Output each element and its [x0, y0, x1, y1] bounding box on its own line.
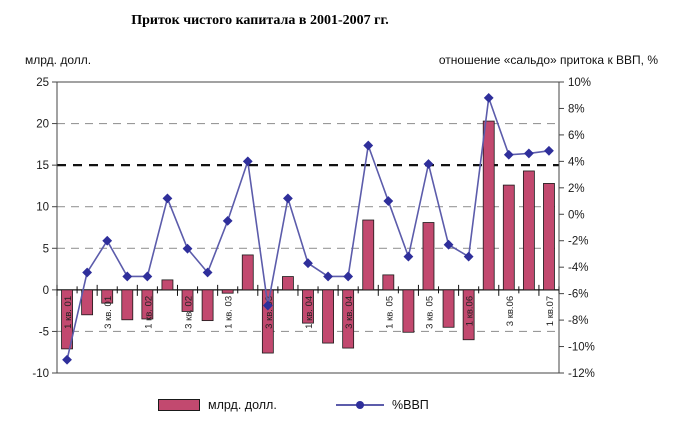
- bar: [362, 219, 375, 291]
- chart-title: Приток чистого капитала в 2001-2007 гг.: [131, 13, 389, 28]
- bar: [422, 222, 435, 291]
- bar: [121, 289, 134, 321]
- right-axis-tick-label: 4%: [568, 156, 585, 168]
- right-axis-tick-label: -6%: [568, 289, 588, 301]
- x-axis-label: 3 кв. 04: [344, 296, 355, 329]
- gdp-line-marker: [222, 215, 233, 226]
- gdp-line-marker: [202, 267, 213, 278]
- bar: [543, 183, 555, 291]
- gdp-line-marker: [343, 271, 354, 282]
- gdp-line-marker: [544, 145, 554, 156]
- right-axis-tick-label: -10%: [568, 342, 595, 354]
- gdp-line-marker: [162, 193, 173, 204]
- bar: [402, 289, 415, 333]
- x-axis-label: 3 кв. 01: [103, 296, 114, 329]
- bar-series-swatch: [158, 399, 200, 411]
- bar: [181, 289, 194, 312]
- bar: [502, 184, 515, 291]
- left-axis-tick-label: 20: [36, 119, 49, 131]
- left-axis-caption: млрд. долл.: [25, 53, 92, 67]
- left-axis-tick-label: 0: [43, 285, 49, 297]
- gdp-line-marker: [142, 271, 153, 282]
- bar: [462, 289, 475, 341]
- left-axis-tick-label: 5: [43, 243, 49, 255]
- gdp-line-marker: [242, 156, 253, 167]
- x-axis-label: 3 кв. 03: [264, 296, 275, 329]
- gdp-line-marker: [463, 251, 474, 262]
- x-axis-label: 1 кв. 04: [304, 296, 315, 329]
- bar: [382, 274, 395, 291]
- x-axis-label: 1 кв. 03: [224, 296, 235, 329]
- x-axis-label: 3 кв. 05: [424, 296, 435, 329]
- legend-item-bars: млрд. долл.: [158, 394, 277, 416]
- right-axis-tick-label: 6%: [568, 130, 585, 142]
- right-axis-tick-label: 0%: [568, 209, 585, 221]
- bar: [442, 289, 455, 328]
- gdp-line-marker: [483, 92, 494, 103]
- line-series-marker-icon: [336, 399, 384, 411]
- plot-border: [56, 81, 560, 374]
- right-axis-tick-label: 10%: [568, 77, 591, 89]
- gdp-line-marker: [303, 258, 313, 269]
- bar: [342, 289, 355, 349]
- bar: [522, 170, 535, 291]
- gdp-line-marker: [82, 267, 93, 278]
- x-axis-label: 1 кв.06: [465, 296, 476, 326]
- left-axis-tick-label: 10: [36, 202, 49, 214]
- gdp-line-marker: [363, 140, 374, 151]
- gdp-line-marker: [423, 159, 434, 169]
- gdp-line-marker: [503, 149, 514, 160]
- right-axis-tick-label: -2%: [568, 236, 588, 248]
- bar: [101, 289, 114, 304]
- x-axis-label: 3 кв.06: [505, 296, 516, 326]
- x-axis-label: 3 кв. 02: [184, 296, 195, 329]
- gdp-line-marker: [523, 148, 534, 159]
- right-axis-tick-label: -8%: [568, 315, 588, 327]
- x-axis-label: 1 кв. 05: [384, 296, 395, 329]
- gdp-line-marker: [443, 239, 454, 250]
- x-axis-label: 1 кв. 01: [63, 296, 74, 329]
- gdp-line-marker: [122, 271, 133, 282]
- x-axis-label: 1 кв. 02: [143, 296, 154, 329]
- gdp-line-marker: [283, 193, 293, 204]
- bar: [241, 254, 254, 291]
- bar: [482, 120, 495, 291]
- gdp-line-marker: [182, 243, 193, 254]
- gdp-line-marker: [383, 196, 394, 206]
- right-axis-caption: отношение «сальдо» притока к ВВП, %: [438, 53, 658, 67]
- chart-legend: млрд. долл. %ВВП: [0, 394, 678, 420]
- gdp-line-marker: [62, 354, 72, 365]
- bar: [302, 289, 314, 324]
- gdp-line-marker: [262, 300, 273, 311]
- gdp-line-marker: [403, 251, 414, 262]
- legend-item-line: %ВВП: [336, 394, 429, 416]
- bar: [282, 276, 294, 291]
- bar: [61, 289, 73, 350]
- gdp-line-marker: [102, 235, 113, 246]
- line-series-label: %ВВП: [392, 398, 429, 412]
- gdp-line-marker: [323, 271, 333, 282]
- right-axis-tick-label: -12%: [568, 368, 595, 380]
- x-axis-label: 1 кв.07: [545, 296, 556, 326]
- bar: [201, 289, 214, 322]
- bar: [161, 279, 174, 291]
- bar-series-label: млрд. долл.: [208, 398, 277, 412]
- right-axis-tick-label: 8%: [568, 103, 585, 115]
- bar: [322, 289, 334, 344]
- left-axis-tick-label: 15: [36, 160, 49, 172]
- right-axis-tick-label: 2%: [568, 183, 585, 195]
- left-axis-tick-label: 25: [36, 77, 49, 89]
- bar: [81, 289, 94, 316]
- right-axis-tick-label: -4%: [568, 262, 588, 274]
- left-axis-tick-label: -5: [39, 326, 49, 338]
- bar: [261, 289, 274, 354]
- bar: [221, 289, 234, 294]
- bar: [141, 289, 154, 320]
- left-axis-tick-label: -10: [32, 368, 49, 380]
